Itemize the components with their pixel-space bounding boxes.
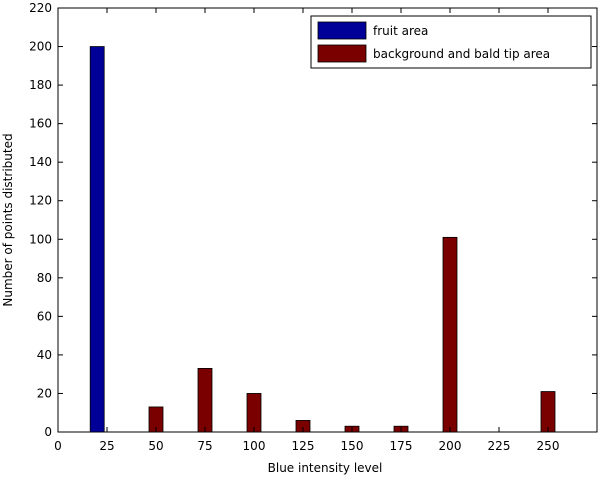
bar-fruit-area-20 bbox=[89, 46, 105, 433]
y-tick-label-160: 160 bbox=[29, 117, 52, 131]
x-tick-label-100: 100 bbox=[243, 439, 266, 453]
x-tick-label-150: 150 bbox=[341, 439, 364, 453]
x-tick-label-125: 125 bbox=[292, 439, 315, 453]
y-tick-label-140: 140 bbox=[29, 155, 52, 169]
bar-background-and-bald-tip-area-100 bbox=[246, 393, 262, 433]
legend-label-fruit-area: fruit area bbox=[373, 24, 428, 38]
ticks-layer: 0 25 50 75 100 125 150 175 200 225 250 0 20 40 60 80 100… bbox=[29, 1, 597, 453]
bar-background-and-bald-tip-area-200 bbox=[442, 236, 458, 433]
y-tick-label-60: 60 bbox=[37, 309, 52, 323]
x-axis-label: Blue intensity level bbox=[268, 461, 383, 475]
y-tick-label-200: 200 bbox=[29, 40, 52, 54]
y-tick-label-80: 80 bbox=[37, 271, 52, 285]
y-tick-label-220: 220 bbox=[29, 1, 52, 15]
x-tick-label-225: 225 bbox=[488, 439, 511, 453]
legend-swatch-fruit-area bbox=[317, 21, 367, 40]
bar-background-and-bald-tip-area-250 bbox=[540, 391, 556, 433]
legend-label-background-and-bald-tip-area: background and bald tip area bbox=[373, 47, 550, 61]
y-tick-label-20: 20 bbox=[37, 386, 52, 400]
y-tick-label-40: 40 bbox=[37, 348, 52, 362]
bar-background-and-bald-tip-area-75 bbox=[197, 367, 213, 433]
legend-swatch-background-and-bald-tip-area bbox=[317, 44, 367, 63]
plot-frame bbox=[57, 7, 598, 433]
x-tick-label-250: 250 bbox=[537, 439, 560, 453]
legend: fruit area background and bald tip area bbox=[310, 15, 592, 69]
y-tick-label-0: 0 bbox=[44, 425, 52, 439]
x-tick-label-25: 25 bbox=[99, 439, 114, 453]
x-tick-label-200: 200 bbox=[439, 439, 462, 453]
x-tick-label-75: 75 bbox=[197, 439, 212, 453]
axes-layer bbox=[57, 7, 598, 433]
x-tick-label-0: 0 bbox=[54, 439, 62, 453]
y-tick-label-180: 180 bbox=[29, 78, 52, 92]
x-tick-label-50: 50 bbox=[148, 439, 163, 453]
x-tick-label-175: 175 bbox=[390, 439, 413, 453]
y-tick-label-100: 100 bbox=[29, 232, 52, 246]
y-tick-label-120: 120 bbox=[29, 194, 52, 208]
y-axis-label: Number of points distributed bbox=[1, 133, 15, 306]
